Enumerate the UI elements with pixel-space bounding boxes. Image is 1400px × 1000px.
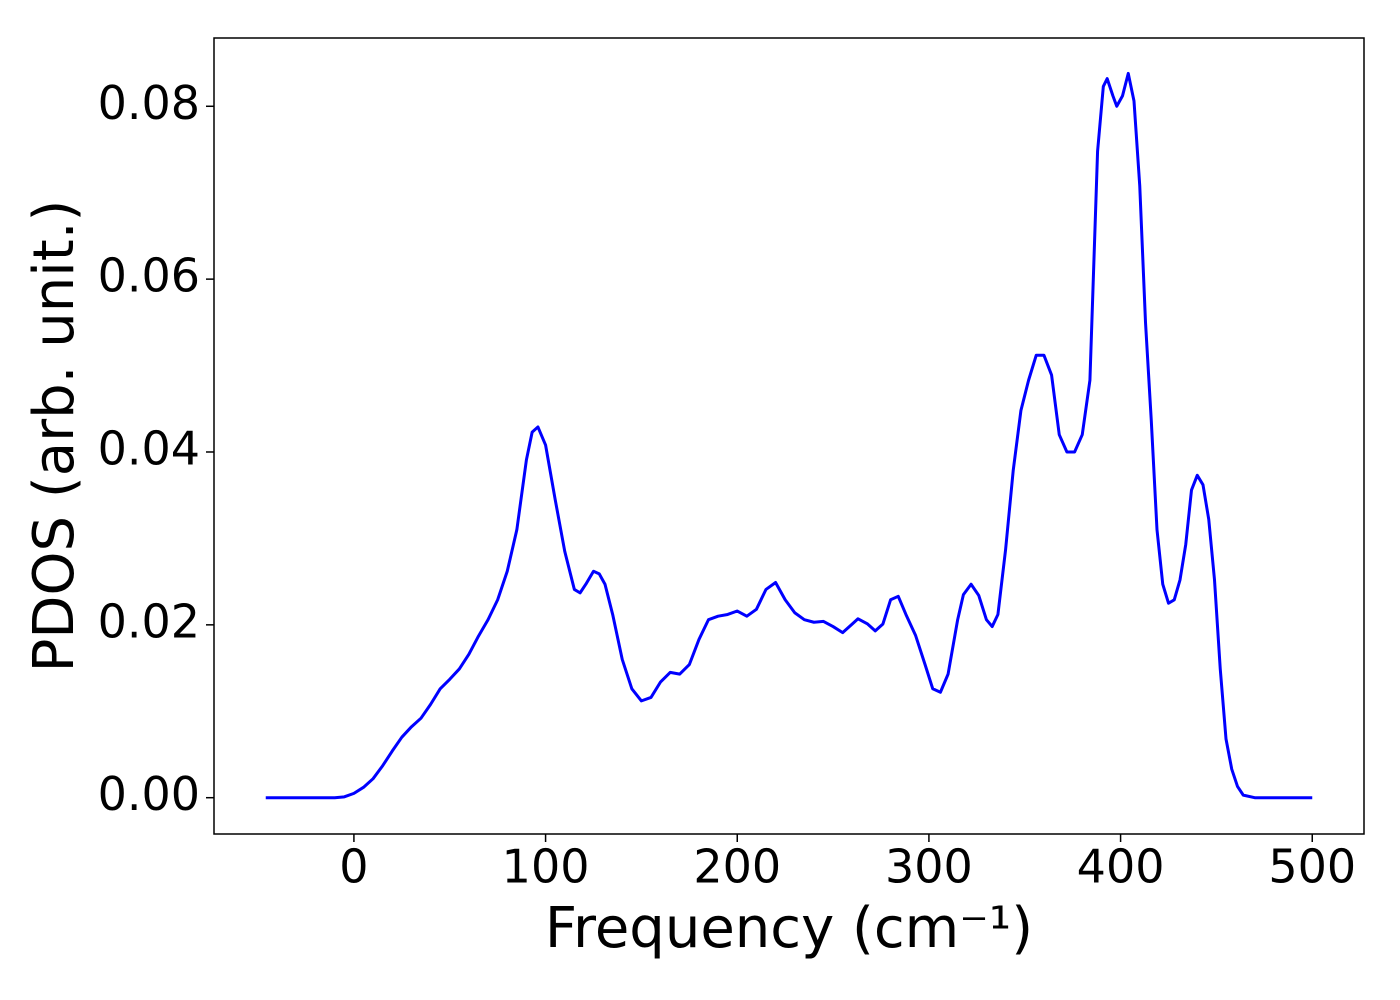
x-tick-label: 200 (693, 840, 781, 894)
y-tick-label: 0.02 (98, 594, 200, 648)
y-tick-label: 0.08 (98, 76, 200, 130)
x-tick-label: 300 (885, 840, 973, 894)
plot-frame (213, 37, 1365, 835)
y-tick-label: 0.00 (98, 767, 200, 821)
y-axis-label: PDOS (arb. unit.) (22, 200, 87, 673)
y-tick-label: 0.06 (98, 249, 200, 303)
x-tick-label: 0 (339, 840, 368, 894)
x-tick-label: 100 (502, 840, 590, 894)
x-tick-label: 400 (1077, 840, 1165, 894)
y-tick-label: 0.04 (98, 421, 200, 475)
x-axis-label: Frequency (cm⁻¹) (545, 896, 1033, 961)
x-tick-label: 500 (1268, 840, 1356, 894)
data-line (265, 71, 1313, 800)
